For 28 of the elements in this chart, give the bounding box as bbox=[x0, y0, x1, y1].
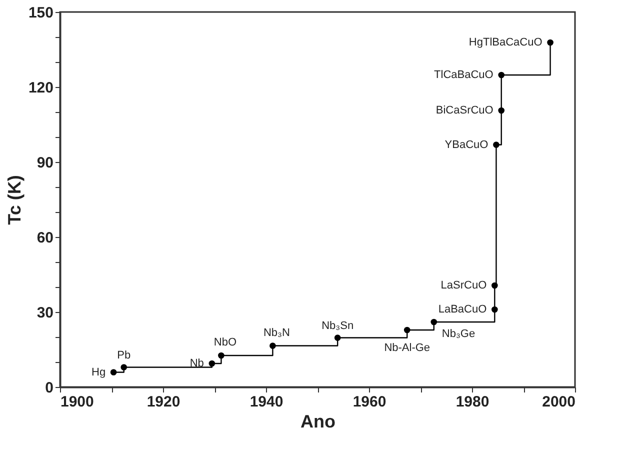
y-tick-label: 0 bbox=[45, 380, 54, 396]
annotation: Nb bbox=[190, 358, 204, 370]
x-tick-label: 1940 bbox=[250, 394, 284, 410]
y-tick-label: 30 bbox=[36, 304, 54, 322]
x-axis-title: Ano bbox=[300, 412, 336, 432]
x-tick-label: 1900 bbox=[60, 394, 94, 410]
y-tick-label: 90 bbox=[36, 154, 54, 172]
y-tick-label: 150 bbox=[28, 4, 54, 22]
annotation: LaBaCuO bbox=[438, 304, 488, 316]
annotation: TlCaBaCuO bbox=[434, 69, 494, 81]
x-tick-label: 1960 bbox=[352, 394, 386, 410]
x-tick-label: 1980 bbox=[456, 394, 490, 410]
y-axis-title: Tc (K) bbox=[4, 175, 24, 225]
y-tick-label: 60 bbox=[36, 230, 54, 246]
annotation: Nb-Al-Ge bbox=[384, 342, 430, 354]
annotation: LaSrCuO bbox=[440, 280, 488, 292]
annotation: BiCaSrCuO bbox=[436, 104, 494, 116]
annotation: Pb bbox=[117, 349, 131, 362]
x-tick-label: 1920 bbox=[146, 394, 180, 410]
annotation: HgTlBaCaCuO bbox=[468, 36, 543, 48]
annotation: Nb₃Sn bbox=[322, 320, 354, 332]
x-tick-label: 2000 bbox=[542, 394, 576, 410]
annotation: Nb₃N bbox=[263, 326, 290, 339]
annotation: Hg bbox=[91, 366, 106, 378]
annotation: Nb₃Ge bbox=[442, 328, 476, 340]
y-tick-label: 120 bbox=[28, 80, 54, 96]
annotation: NbO bbox=[214, 336, 237, 348]
annotation: YBaCuO bbox=[444, 138, 489, 151]
